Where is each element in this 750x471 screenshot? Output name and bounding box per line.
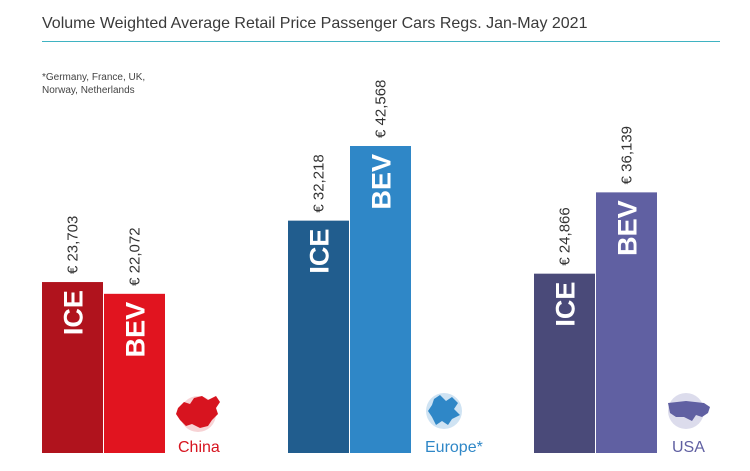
bar-europe-ice [288,220,349,453]
region-label-europe: Europe* [425,439,483,456]
china-map-icon [176,396,220,432]
bar-usa-bev [596,192,657,453]
bar-series-label-china-ice: ICE [59,290,89,335]
bar-series-label-china-bev: BEV [121,302,151,358]
chart-title: Volume Weighted Average Retail Price Pas… [42,15,588,32]
bar-series-label-europe-ice: ICE [305,229,335,274]
footnote-line-1: *Germany, France, UK, [42,72,146,83]
bar-europe-bev [350,146,411,453]
value-label-europe-bev: € 42,568 [373,80,390,138]
value-label-europe-ice: € 32,218 [311,154,328,212]
footnote-line-2: Norway, Netherlands [42,85,135,96]
value-label-usa-bev: € 36,139 [619,126,636,184]
bar-china-bev [104,293,165,453]
usa-map-icon [668,393,710,429]
value-label-usa-ice: € 24,866 [557,207,574,265]
title-rule [42,41,720,42]
region-label-usa: USA [672,439,705,456]
bar-china-ice [42,282,103,453]
bar-usa-ice [534,273,595,453]
bars-layer: ICE € 23,703 BEV € 22,072 ICE € 32,218 BEV € 42… [42,80,657,453]
footnote: *Germany, France, UK, Norway, Netherland… [42,71,182,97]
europe-map-icon [426,393,462,429]
value-label-china-ice: € 23,703 [65,216,82,274]
value-label-china-bev: € 22,072 [127,227,144,285]
bar-series-label-europe-bev: BEV [367,154,397,210]
bar-series-label-usa-bev: BEV [613,200,643,256]
bar-series-label-usa-ice: ICE [551,282,581,327]
region-label-china: China [178,439,220,456]
